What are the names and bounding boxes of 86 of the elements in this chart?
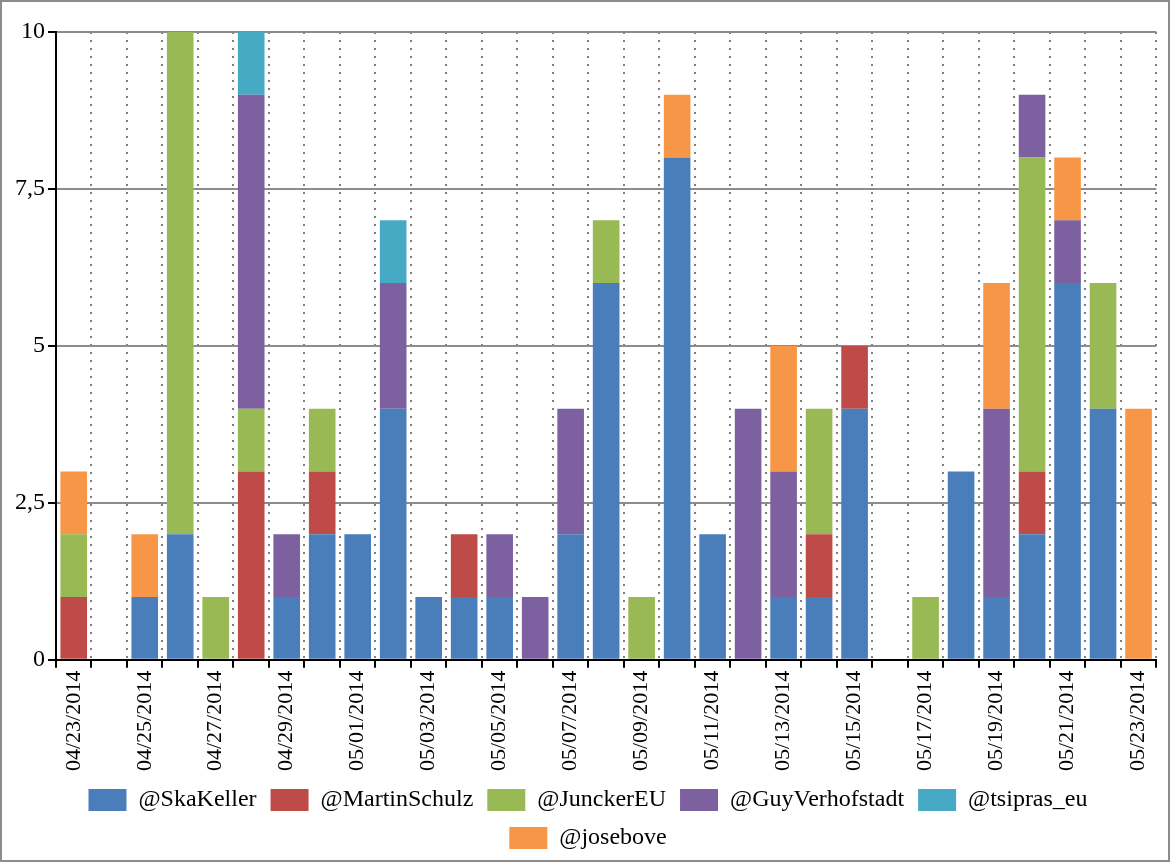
x-tick-label: 05/21/2014 bbox=[1053, 670, 1079, 772]
x-tick-label: 04/27/2014 bbox=[201, 670, 227, 772]
bar bbox=[805, 534, 833, 597]
bar bbox=[841, 408, 868, 659]
bar bbox=[237, 94, 265, 409]
legend-label: @tsipras_eu bbox=[968, 785, 1088, 812]
bar bbox=[379, 283, 407, 409]
bar bbox=[947, 471, 975, 659]
x-tick-label: 05/03/2014 bbox=[414, 670, 440, 772]
bar bbox=[237, 32, 265, 95]
x-tick-label: 04/23/2014 bbox=[59, 670, 85, 772]
bar bbox=[770, 345, 797, 472]
x-tick-label: 05/07/2014 bbox=[556, 670, 582, 772]
bar bbox=[663, 94, 691, 158]
bar bbox=[521, 597, 549, 659]
bar bbox=[1018, 94, 1046, 158]
bar bbox=[308, 534, 336, 659]
y-tick-label: 2,5 bbox=[15, 488, 45, 515]
y-tick-label: 0 bbox=[33, 645, 45, 672]
bar bbox=[273, 597, 301, 659]
legend-label: @GuyVerhofstadt bbox=[730, 785, 905, 812]
bar bbox=[983, 283, 1010, 409]
bar bbox=[166, 534, 194, 659]
bar bbox=[557, 534, 584, 659]
bar bbox=[592, 220, 620, 284]
x-tick-label: 05/01/2014 bbox=[343, 670, 369, 772]
x-tick-label: 05/23/2014 bbox=[1124, 670, 1150, 772]
x-tick-label: 04/25/2014 bbox=[130, 670, 156, 772]
bar bbox=[415, 597, 442, 659]
bar bbox=[805, 597, 833, 659]
bar bbox=[1054, 157, 1081, 221]
bar bbox=[308, 408, 336, 472]
bar bbox=[237, 471, 265, 659]
bar bbox=[699, 534, 726, 659]
bar bbox=[1018, 471, 1046, 535]
bar bbox=[202, 597, 230, 659]
bar bbox=[805, 408, 833, 535]
x-tick-label: 05/09/2014 bbox=[627, 670, 653, 772]
bar bbox=[983, 597, 1010, 659]
bar bbox=[663, 157, 691, 659]
bar bbox=[60, 534, 88, 597]
bar bbox=[1018, 534, 1046, 659]
bar bbox=[1054, 220, 1081, 284]
bar bbox=[273, 534, 301, 597]
bar bbox=[1018, 157, 1046, 472]
y-tick-label: 10 bbox=[21, 17, 45, 44]
bar bbox=[131, 597, 159, 659]
bar bbox=[628, 597, 655, 659]
bar bbox=[60, 597, 88, 659]
bar bbox=[734, 408, 762, 659]
bar bbox=[60, 471, 88, 535]
legend-label: @MartinSchulz bbox=[320, 785, 474, 812]
x-tick-label: 05/05/2014 bbox=[485, 670, 511, 772]
bar bbox=[450, 534, 478, 597]
bar bbox=[1054, 283, 1081, 659]
bar bbox=[557, 408, 584, 535]
x-tick-label: 05/11/2014 bbox=[698, 670, 724, 771]
x-tick-label: 04/29/2014 bbox=[272, 670, 298, 772]
bar bbox=[1125, 408, 1152, 659]
bar bbox=[131, 534, 159, 597]
bar bbox=[379, 220, 407, 284]
bar bbox=[912, 597, 939, 659]
bar bbox=[237, 408, 265, 472]
bar bbox=[166, 32, 194, 535]
legend-label: @SkaKeller bbox=[138, 785, 257, 812]
bar bbox=[344, 534, 371, 659]
bar bbox=[450, 597, 478, 659]
x-tick-label: 05/19/2014 bbox=[982, 670, 1008, 772]
bar bbox=[592, 283, 620, 659]
bar bbox=[308, 471, 336, 535]
y-tick-label: 5 bbox=[33, 331, 45, 358]
bar bbox=[770, 471, 797, 597]
bar bbox=[1089, 408, 1117, 659]
legend-label: @josebove bbox=[559, 823, 667, 850]
bar bbox=[486, 534, 513, 597]
y-tick-label: 7,5 bbox=[15, 174, 45, 201]
bar bbox=[1089, 283, 1117, 409]
bar bbox=[770, 597, 797, 659]
bar bbox=[379, 408, 407, 659]
bar bbox=[486, 597, 513, 659]
x-tick-label: 05/17/2014 bbox=[911, 670, 937, 772]
x-tick-label: 05/13/2014 bbox=[769, 670, 795, 772]
x-tick-label: 05/15/2014 bbox=[840, 670, 866, 772]
legend-label: @JunckerEU bbox=[537, 785, 667, 812]
bar bbox=[841, 345, 868, 409]
bar bbox=[983, 408, 1010, 597]
